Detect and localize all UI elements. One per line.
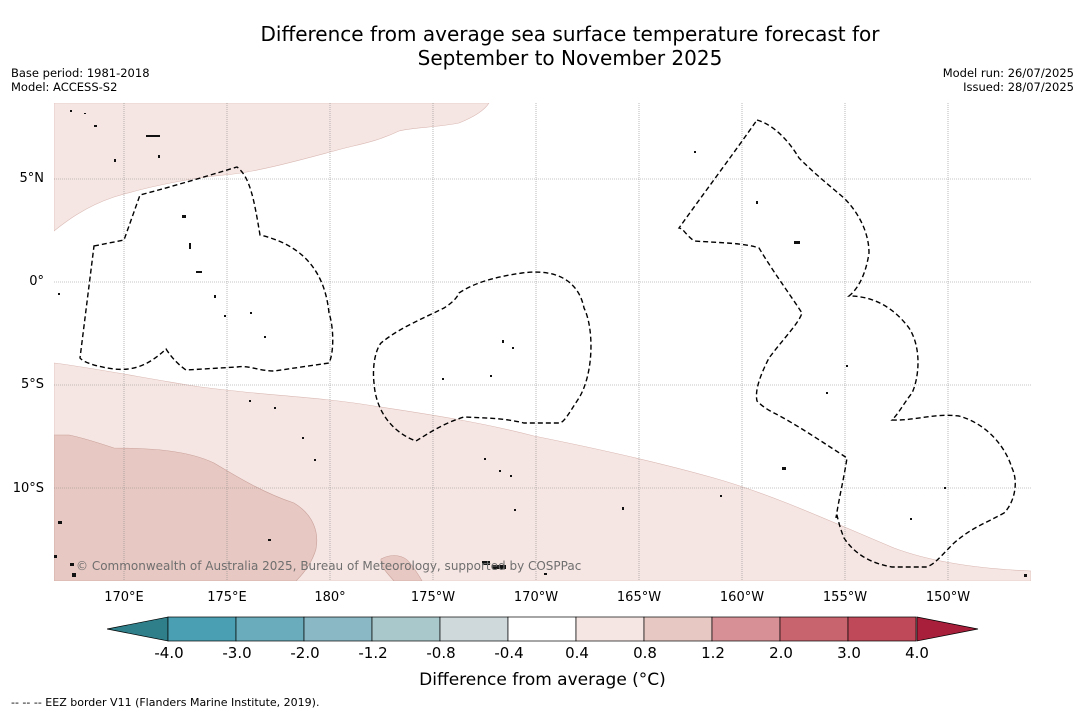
colorbar-tick: -4.0 xyxy=(154,644,184,662)
colorbar-segment xyxy=(779,616,849,642)
lat-label-5n: 5°N xyxy=(19,171,45,186)
colorbar-segment xyxy=(643,616,713,642)
meta-left: Base period: 1981-2018 Model: ACCESS-S2 xyxy=(11,66,150,94)
lon-label-160w: 160°W xyxy=(719,590,765,605)
base-period: Base period: 1981-2018 xyxy=(11,66,150,80)
colorbar-tick: 2.0 xyxy=(769,644,793,662)
sst-map xyxy=(53,102,1032,582)
colorbar-high-arrow xyxy=(916,616,979,642)
map-area xyxy=(53,102,1032,582)
anomaly-shade-island-patch xyxy=(380,555,423,582)
colorbar-segment xyxy=(167,616,237,642)
colorbar-segment xyxy=(575,616,645,642)
colorbar-tick: -0.8 xyxy=(426,644,456,662)
colorbar-tick: 0.4 xyxy=(565,644,589,662)
eez-border-east xyxy=(677,119,1016,568)
lat-label-0: 0° xyxy=(29,274,44,289)
colorbar-segment xyxy=(439,616,509,642)
colorbar-tick: -2.0 xyxy=(290,644,320,662)
colorbar-label: Difference from average (°C) xyxy=(419,670,666,690)
colorbar-segments xyxy=(167,616,917,642)
lon-label-175e: 175°E xyxy=(207,590,247,605)
colorbar-tick: 3.0 xyxy=(837,644,861,662)
colorbar-low-arrow xyxy=(107,616,169,642)
model-name: Model: ACCESS-S2 xyxy=(11,80,118,94)
eez-footnote: -- -- -- EEZ border V11 (Flanders Marine… xyxy=(11,696,320,709)
colorbar-segment xyxy=(847,616,917,642)
lon-label-170e: 170°E xyxy=(104,590,144,605)
issued-date: Issued: 28/07/2025 xyxy=(963,80,1074,94)
colorbar-tick: 0.8 xyxy=(633,644,657,662)
colorbar-segment xyxy=(711,616,781,642)
eez-border-central xyxy=(372,271,592,442)
title-line-1: Difference from average sea surface temp… xyxy=(260,22,880,46)
lon-label-175w: 175°W xyxy=(410,590,456,605)
colorbar xyxy=(107,616,979,642)
copyright-notice: © Commonwealth of Australia 2025, Bureau… xyxy=(76,559,582,573)
lat-label-10s: 10°S xyxy=(12,481,44,496)
island-specks xyxy=(54,110,1027,577)
lon-label-180: 180° xyxy=(314,590,346,605)
gridlines xyxy=(54,103,1031,581)
lon-label-155w: 155°W xyxy=(822,590,868,605)
colorbar-tick: -1.2 xyxy=(358,644,388,662)
colorbar-tick: 1.2 xyxy=(701,644,725,662)
eez-border-west xyxy=(79,166,334,372)
lat-label-5s: 5°S xyxy=(20,377,44,392)
colorbar-segment xyxy=(507,616,577,642)
map-title: Difference from average sea surface temp… xyxy=(0,22,1085,70)
lon-label-165w: 165°W xyxy=(616,590,662,605)
colorbar-segment xyxy=(303,616,373,642)
lon-label-150w: 150°W xyxy=(925,590,971,605)
anomaly-shade-north xyxy=(53,102,490,232)
colorbar-tick: 4.0 xyxy=(905,644,929,662)
colorbar-tick: -3.0 xyxy=(222,644,252,662)
eez-borders xyxy=(79,119,1016,568)
anomaly-shade-southwest-strong xyxy=(53,434,318,582)
lon-label-170w: 170°W xyxy=(513,590,559,605)
model-run: Model run: 26/07/2025 xyxy=(942,66,1074,80)
colorbar-segment xyxy=(235,616,305,642)
colorbar-segment xyxy=(371,616,441,642)
colorbar-tick: -0.4 xyxy=(494,644,524,662)
meta-right: Model run: 26/07/2025 Issued: 28/07/2025 xyxy=(943,66,1074,94)
title-line-2: September to November 2025 xyxy=(417,46,723,70)
